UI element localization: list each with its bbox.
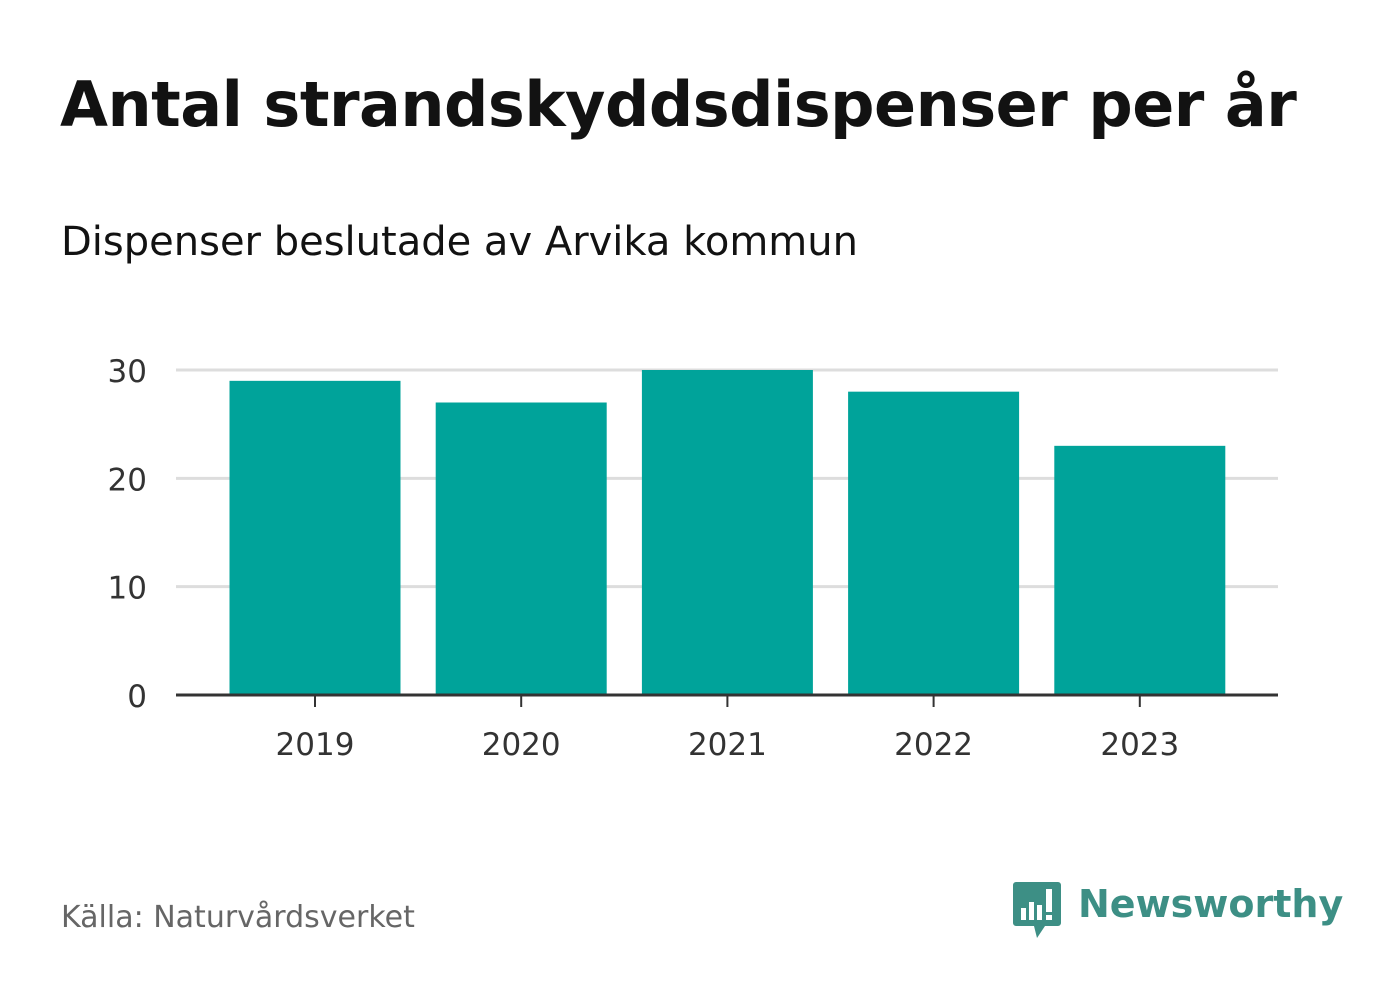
bar-2020 [435,402,607,695]
source-note: Källa: Naturvårdsverket [61,900,415,935]
x-tick-label-2022: 2022 [894,727,973,763]
bar-2023 [1054,445,1226,695]
x-tick-label-2020: 2020 [482,727,561,763]
tick-labels: 0 10 20 30 2019 2020 2021 2022 2023 [108,354,1180,763]
y-tick-label-30: 30 [108,354,147,390]
newsworthy-logo-icon [1013,882,1061,938]
bar-2022 [848,391,1020,695]
x-tick-label-2023: 2023 [1100,727,1179,763]
bars [229,370,1226,695]
y-tick-label-20: 20 [108,462,147,498]
bar-2019 [229,380,401,695]
x-tick-label-2019: 2019 [276,727,355,763]
axes [176,693,1278,707]
chart-title: Antal strandskyddsdispenser per år [60,68,1297,141]
y-tick-label-10: 10 [108,571,147,607]
x-tick-label-2021: 2021 [688,727,767,763]
y-tick-label-0: 0 [127,679,147,715]
brand-logo: Newsworthy [1012,880,1343,940]
chart-subtitle: Dispenser beslutade av Arvika kommun [61,219,858,265]
brand-name: Newsworthy [1078,882,1344,926]
bar-2021 [641,370,813,695]
